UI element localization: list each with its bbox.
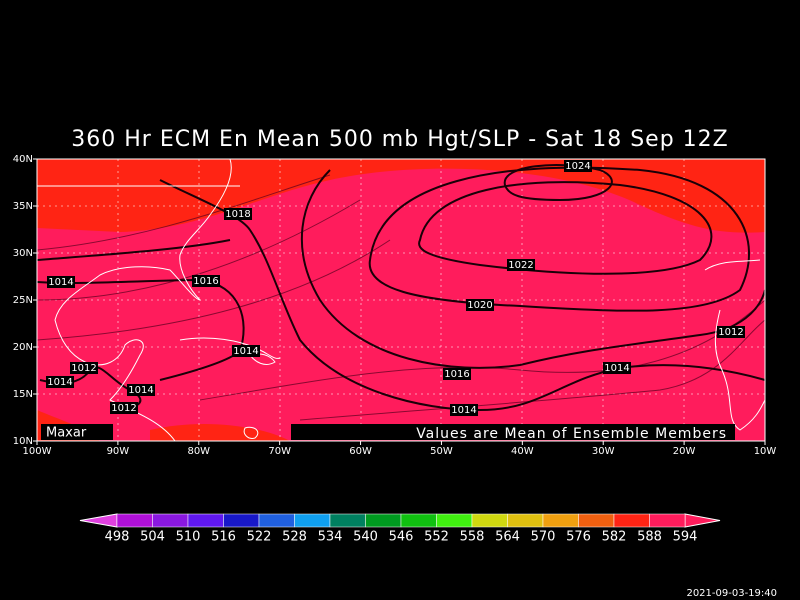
contour-label: 1014: [128, 385, 153, 396]
contour-label: 1022: [508, 260, 533, 271]
lon-label: 10W: [754, 446, 777, 457]
credit: Maxar: [46, 426, 87, 441]
contour-label: 1012: [718, 327, 743, 338]
colorbar-label: 558: [460, 530, 485, 545]
colorbar-swatch: [400, 513, 437, 528]
contour-label: 1020: [467, 300, 492, 311]
colorbar-label: 552: [424, 530, 449, 545]
colorbar-label: 516: [211, 530, 236, 545]
colorbar-swatch: [329, 513, 366, 528]
contour-label-box: [70, 362, 98, 374]
contour-label: 1014: [48, 277, 73, 288]
contour-label: 1014: [47, 377, 72, 388]
contour-label-box: [47, 276, 75, 288]
colorbar-label: 588: [637, 530, 662, 545]
contour-label: 1016: [444, 369, 469, 380]
height-field-588-south: [37, 410, 290, 441]
title: 360 Hr ECM En Mean 500 mb Hgt/SLP - Sat …: [71, 127, 728, 152]
contour-label: 1018: [225, 209, 250, 220]
colorbar-swatch: [258, 513, 295, 528]
grid: [37, 159, 765, 441]
colorbar-high-arrow: [684, 513, 721, 528]
colorbar-swatch: [116, 513, 153, 528]
map-panel: Maxar Values are Mean of Ensemble Member…: [36, 158, 766, 442]
colorbar-swatch: [578, 513, 615, 528]
lon-label: 50W: [430, 446, 453, 457]
contour-label-box: [717, 326, 745, 338]
lat-label: 25N: [13, 295, 33, 306]
colorbar-label: 510: [176, 530, 201, 545]
colorbar-swatch: [187, 513, 224, 528]
lon-label: 30W: [592, 446, 615, 457]
colorbar-label: 528: [282, 530, 307, 545]
colorbar-label: 594: [673, 530, 698, 545]
lon-label: 40W: [511, 446, 534, 457]
colorbar-label: 564: [495, 530, 520, 545]
lon-label: 60W: [349, 446, 372, 457]
contour-label: 1014: [233, 346, 258, 357]
contour-label-box: [443, 368, 471, 380]
lat-label: 20N: [13, 342, 33, 353]
contour-label-box: [564, 160, 592, 172]
colorbar-label: 534: [318, 530, 343, 545]
colorbar-label: 546: [389, 530, 414, 545]
colorbar-swatch: [649, 513, 686, 528]
colorbar-swatch: [294, 513, 331, 528]
contour-label-box: [46, 376, 74, 388]
contour-label: 1012: [111, 403, 136, 414]
colorbar-swatch: [436, 513, 473, 528]
colorbar-label: 540: [353, 530, 378, 545]
colorbar-label: 522: [247, 530, 272, 545]
caption-box: [291, 424, 735, 440]
lat-label: 10N: [13, 436, 33, 447]
colorbar-swatch: [152, 513, 189, 528]
contour-label: 1014: [604, 363, 629, 374]
contour-label-box: [603, 362, 631, 374]
contour-label: 1024: [565, 161, 590, 172]
contour-label-box: [232, 345, 260, 357]
lat-label: 35N: [13, 201, 33, 212]
thin-contours: [37, 174, 765, 421]
contour-label-box: [224, 208, 252, 220]
contour-label-box: [466, 299, 494, 311]
contour-label-box: [507, 259, 535, 271]
lon-label: 80W: [187, 446, 210, 457]
lon-label: 100W: [23, 446, 52, 457]
height-field-588: [37, 159, 765, 233]
colorbar-label: 576: [566, 530, 591, 545]
contour-label: 1016: [193, 276, 218, 287]
colorbar-label: 582: [602, 530, 627, 545]
lon-label: 20W: [673, 446, 696, 457]
colorbar-label: 504: [140, 530, 165, 545]
timestamp: 2021-09-03-19:40: [686, 588, 777, 599]
colorbar-swatch: [365, 513, 402, 528]
colorbar-swatch: [223, 513, 260, 528]
colorbar-swatch: [542, 513, 579, 528]
colorbar-label: 498: [105, 530, 130, 545]
lat-label: 40N: [13, 154, 33, 165]
colorbar-swatch: [471, 513, 508, 528]
contour-label: 1012: [71, 363, 96, 374]
colorbar-low-arrow: [79, 513, 118, 528]
colorbar-swatch: [613, 513, 650, 528]
lat-label: 15N: [13, 389, 33, 400]
caption: Values are Mean of Ensemble Members: [416, 426, 727, 442]
contour-label-box: [110, 402, 138, 414]
contour-label-box: [192, 275, 220, 287]
lon-label: 70W: [268, 446, 291, 457]
contour-label-box: [450, 404, 478, 416]
lat-label: 30N: [13, 248, 33, 259]
credit-box: [41, 424, 113, 440]
colorbar-swatch: [507, 513, 544, 528]
colorbar-label: 570: [531, 530, 556, 545]
contour-label-box: [127, 384, 155, 396]
contour-label: 1014: [451, 405, 476, 416]
lon-label: 90W: [107, 446, 130, 457]
